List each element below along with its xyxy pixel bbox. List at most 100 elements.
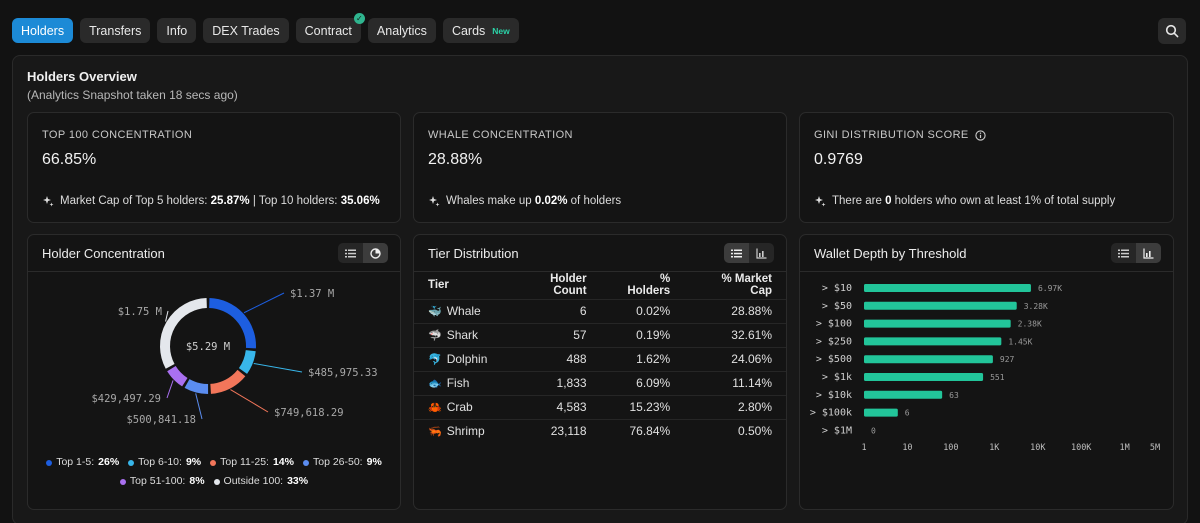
- column-header[interactable]: Holder Count: [550, 272, 587, 297]
- new-badge: New: [492, 25, 510, 36]
- depth-bar[interactable]: [864, 390, 943, 399]
- bar-value-label: 6.97K: [1038, 284, 1062, 293]
- bar-category-label: > $500: [816, 354, 852, 365]
- pct-mcap-cell: 32.61%: [684, 322, 786, 347]
- bar-value-label: 63: [949, 391, 959, 400]
- bar-value-label: 551: [990, 373, 1005, 382]
- panel-divider: [800, 271, 1173, 272]
- legend-item[interactable]: Top 11-25: 14%: [210, 453, 294, 472]
- bar-category-label: > $1M: [822, 425, 852, 436]
- panel-divider: [414, 271, 786, 272]
- bar-value-label: 0: [871, 426, 876, 435]
- tab-holders[interactable]: Holders: [12, 18, 74, 43]
- tier-table: Tier Holder Count % Holders % Market Cap…: [414, 271, 786, 443]
- note-text: | Top 10 holders:: [249, 195, 341, 207]
- x-tick-label: 1: [861, 443, 866, 453]
- column-header[interactable]: % Holders: [627, 272, 671, 297]
- pct-holders-cell: 1.62%: [600, 346, 685, 371]
- legend-swatch: [213, 478, 220, 485]
- panel-divider: [28, 271, 400, 272]
- donut-legend: Top 1-5: 26% Top 6-10: 9% Top 11-25: 14% Top 2…: [28, 453, 400, 491]
- list-view-button[interactable]: [724, 243, 749, 263]
- legend-item[interactable]: Outside 100: 33%: [213, 472, 309, 491]
- holder-concentration-card: Holder Concentration $1.37 M $485,975.33 $…: [27, 234, 401, 510]
- column-header[interactable]: % Market Cap: [721, 272, 773, 297]
- tab-dex-trades[interactable]: DEX Trades: [203, 18, 289, 43]
- info-icon[interactable]: [975, 129, 986, 141]
- bar-category-label: > $10: [822, 283, 852, 294]
- legend-item[interactable]: Top 6-10: 9%: [128, 453, 201, 472]
- list-view-button[interactable]: [338, 243, 363, 263]
- legend-swatch: [210, 459, 217, 466]
- tier-cell: 🐟 Fish: [414, 370, 502, 395]
- list-view-button[interactable]: [1111, 243, 1136, 263]
- snapshot-subtitle: (Analytics Snapshot taken 18 secs ago): [27, 88, 238, 102]
- depth-bar[interactable]: [864, 355, 993, 364]
- whale-concentration-card: WHALE CONCENTRATION 28.88% Whales make u…: [413, 112, 787, 223]
- legend-item[interactable]: Top 1-5: 26%: [46, 453, 119, 472]
- pct-holders-cell: 15.23%: [600, 394, 685, 419]
- pct-holders-cell: 0.19%: [600, 322, 685, 347]
- holder-count-cell: 57: [501, 322, 601, 347]
- list-icon: [731, 249, 742, 257]
- donut-slice[interactable]: [210, 369, 246, 394]
- legend-item[interactable]: Top 51-100: 8%: [119, 472, 205, 491]
- pct-mcap-cell: 24.06%: [684, 346, 786, 371]
- shrimp-icon: 🦐: [428, 425, 442, 438]
- tab-label: Info: [166, 23, 188, 38]
- x-tick-label: 100K: [1071, 443, 1092, 453]
- tier-cell: 🐬 Dolphin: [414, 346, 502, 371]
- tab-analytics[interactable]: Analytics: [367, 18, 436, 43]
- x-tick-label: 10: [902, 443, 912, 453]
- donut-slice[interactable]: [184, 379, 209, 395]
- search-button[interactable]: [1158, 18, 1186, 44]
- bar-category-label: > $250: [816, 336, 852, 347]
- tier-name: Whale: [446, 304, 481, 318]
- depth-bar[interactable]: [864, 284, 1031, 292]
- legend-value: 33%: [287, 475, 309, 487]
- dolphin-icon: 🐬: [428, 353, 442, 366]
- tier-name: Crab: [446, 400, 473, 414]
- depth-bar[interactable]: [864, 337, 1002, 346]
- pie-view-button[interactable]: [363, 243, 388, 263]
- slice-value-label: $500,841.18: [126, 414, 196, 426]
- stat-label-text: GINI DISTRIBUTION SCORE: [814, 129, 969, 141]
- table-row: 🐟 Fish 1,833 6.09% 11.14%: [414, 370, 786, 395]
- depth-bar[interactable]: [864, 373, 984, 381]
- fish-icon: 🐟: [428, 377, 442, 390]
- depth-bar[interactable]: [864, 301, 1017, 310]
- tab-contract[interactable]: Contract ✓: [295, 13, 365, 43]
- note-text: Whales make up: [446, 195, 535, 207]
- depth-bar[interactable]: [864, 408, 898, 417]
- view-toggle: [724, 243, 774, 263]
- table-row: 🦀 Crab 4,583 15.23% 2.80%: [414, 394, 786, 419]
- donut-slice[interactable]: [160, 298, 208, 369]
- depth-bar[interactable]: [864, 319, 1011, 328]
- bar-chart-view-button[interactable]: [1136, 243, 1161, 263]
- donut-slice[interactable]: [208, 298, 256, 349]
- legend-item[interactable]: Top 26-50: 9%: [302, 453, 382, 472]
- holders-overview-panel: Holders Overview (Analytics Snapshot tak…: [12, 55, 1188, 523]
- bar-category-label: > $50: [822, 301, 852, 312]
- tab-info[interactable]: Info: [157, 18, 197, 43]
- legend-value: 14%: [272, 456, 294, 468]
- slice-leader-line: [166, 380, 174, 399]
- bar-value-label: 2.38K: [1018, 320, 1042, 329]
- stat-value: 66.85%: [42, 151, 97, 168]
- note-value: 35.06%: [340, 195, 380, 207]
- x-tick-label: 1K: [989, 443, 1000, 453]
- donut-slice[interactable]: [238, 349, 256, 374]
- column-header[interactable]: Tier: [428, 278, 449, 291]
- legend-swatch: [46, 459, 53, 466]
- list-icon: [1118, 249, 1129, 257]
- legend-label: Top 51-100:: [129, 475, 186, 487]
- bar-chart-view-button[interactable]: [749, 243, 774, 263]
- legend-value: 9%: [185, 456, 202, 468]
- legend-swatch: [302, 459, 309, 466]
- stat-label: WHALE CONCENTRATION: [428, 129, 573, 141]
- slice-value-label: $1.37 M: [290, 288, 334, 300]
- donut-slice[interactable]: [167, 365, 188, 387]
- tab-transfers[interactable]: Transfers: [80, 18, 151, 43]
- x-tick-label: 5M: [1150, 443, 1160, 453]
- tab-cards[interactable]: Cards New: [442, 18, 519, 43]
